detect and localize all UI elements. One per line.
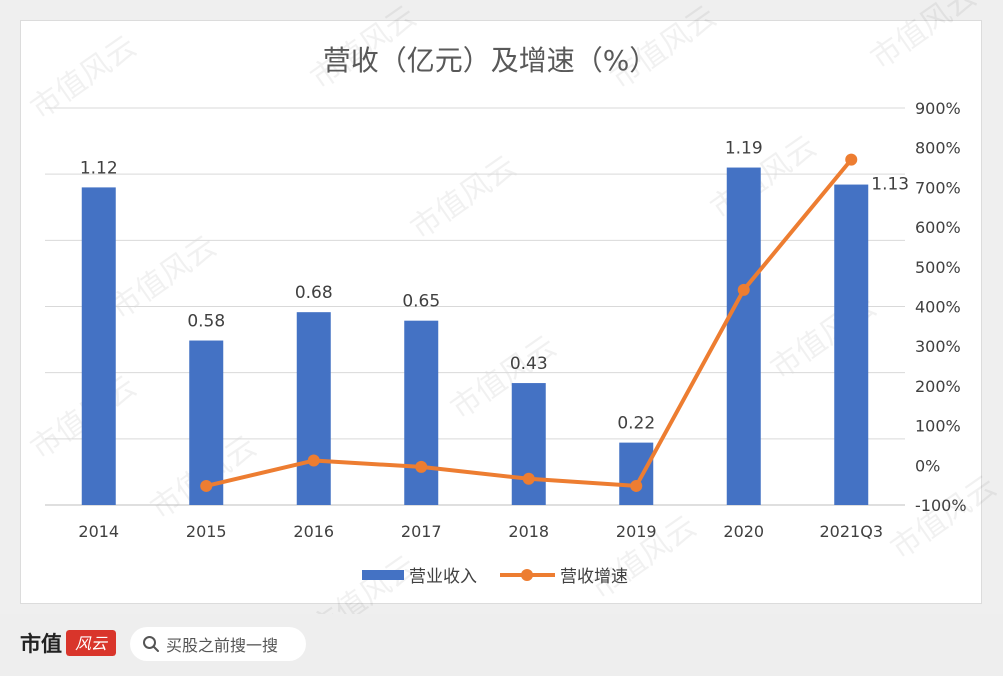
y2-tick-label: -100% bbox=[915, 496, 967, 515]
search-box[interactable]: 买股之前搜一搜 bbox=[130, 627, 306, 661]
footer-bar: 市值 风云 买股之前搜一搜 bbox=[0, 614, 1003, 676]
bar-data-label: 0.22 bbox=[617, 414, 655, 434]
y2-tick-label: 400% bbox=[915, 298, 961, 317]
x-tick-label: 2014 bbox=[78, 522, 119, 541]
bar-data-label: 0.65 bbox=[402, 292, 440, 312]
bar-data-label: 0.68 bbox=[295, 283, 333, 303]
growth-point bbox=[522, 472, 535, 485]
brand: 市值 风云 bbox=[20, 628, 116, 658]
legend-swatch-growth-marker bbox=[521, 569, 533, 581]
x-tick-label: 2016 bbox=[293, 522, 334, 541]
bar-series bbox=[81, 167, 869, 506]
y2-tick-label: 800% bbox=[915, 139, 961, 158]
search-placeholder: 买股之前搜一搜 bbox=[166, 636, 279, 655]
bar bbox=[726, 167, 761, 506]
axes: 2014 2015 2016 2017 2018 2019 2020 2021Q3 -100% 0… bbox=[78, 99, 966, 541]
bar bbox=[511, 383, 546, 505]
bar-data-label: 1.12 bbox=[80, 158, 118, 178]
bar bbox=[296, 312, 331, 505]
brand-logo: 风云 bbox=[66, 630, 116, 656]
growth-point bbox=[200, 479, 213, 492]
watermark: 市值风云 bbox=[405, 149, 523, 246]
search-icon bbox=[143, 636, 159, 652]
legend-label-growth: 营收增速 bbox=[560, 567, 628, 587]
line-series bbox=[200, 153, 858, 492]
x-tick-label: 2015 bbox=[186, 522, 227, 541]
chart-title: 营收（亿元）及增速（%） bbox=[323, 44, 658, 77]
watermark: 市值风云 bbox=[885, 469, 1003, 566]
bar-data-label: 1.19 bbox=[725, 139, 763, 159]
brand-name: 市值 bbox=[20, 631, 62, 656]
legend: 营业收入 营收增速 bbox=[362, 567, 628, 587]
growth-point bbox=[307, 454, 320, 467]
y2-tick-label: 900% bbox=[915, 99, 961, 118]
watermark: 市值风云 bbox=[865, 0, 983, 77]
svg-text:风云: 风云 bbox=[75, 634, 109, 653]
x-tick-label: 2020 bbox=[723, 522, 764, 541]
watermark: 市值风云 bbox=[25, 29, 143, 126]
watermark: 市值风云 bbox=[305, 549, 423, 614]
x-tick-label: 2019 bbox=[616, 522, 657, 541]
bar bbox=[619, 442, 654, 505]
bar-data-label: 0.58 bbox=[187, 312, 225, 332]
growth-point bbox=[415, 460, 428, 473]
bar bbox=[404, 320, 439, 505]
gridlines bbox=[45, 107, 905, 506]
y2-tick-label: 300% bbox=[915, 337, 961, 356]
bar bbox=[189, 340, 224, 505]
data-labels: 1.12 0.58 0.68 0.65 0.43 0.22 1.19 1.13 bbox=[80, 139, 909, 434]
y2-tick-label: 600% bbox=[915, 218, 961, 237]
legend-label-revenue: 营业收入 bbox=[409, 567, 477, 587]
x-tick-label: 2018 bbox=[508, 522, 549, 541]
y2-tick-label: 700% bbox=[915, 178, 961, 197]
x-tick-label: 2017 bbox=[401, 522, 442, 541]
watermark: 市值风云 bbox=[705, 129, 823, 226]
growth-point bbox=[630, 479, 643, 492]
growth-point bbox=[845, 153, 858, 166]
y2-tick-label: 0% bbox=[915, 456, 940, 475]
bar-data-label: 0.43 bbox=[510, 354, 548, 374]
y2-tick-label: 500% bbox=[915, 258, 961, 277]
growth-point bbox=[737, 283, 750, 296]
y2-tick-label: 200% bbox=[915, 377, 961, 396]
bar-data-label: 1.13 bbox=[871, 175, 909, 195]
bar bbox=[834, 184, 869, 506]
x-tick-label: 2021Q3 bbox=[820, 522, 884, 541]
y2-tick-label: 100% bbox=[915, 417, 961, 436]
legend-swatch-revenue bbox=[362, 570, 404, 580]
bar bbox=[81, 187, 116, 505]
chart-card bbox=[20, 20, 982, 604]
